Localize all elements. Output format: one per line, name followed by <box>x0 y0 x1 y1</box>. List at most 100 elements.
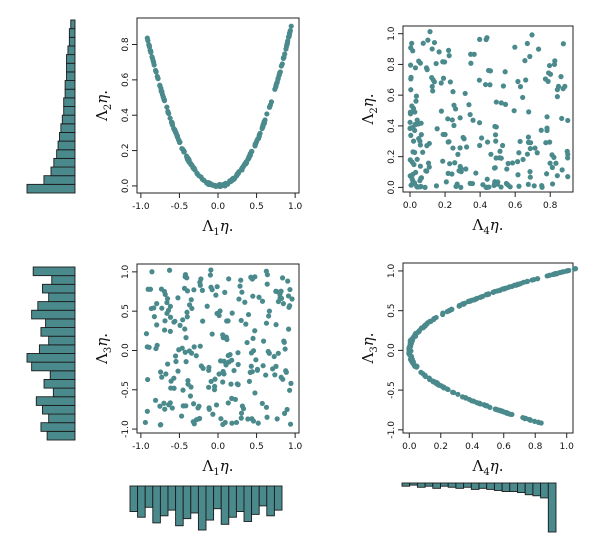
data-point <box>417 142 423 148</box>
data-point <box>204 179 210 186</box>
data-point <box>440 158 446 164</box>
data-point <box>278 288 284 294</box>
data-point <box>451 102 457 108</box>
data-point <box>416 135 422 142</box>
data-point <box>493 99 499 105</box>
data-point <box>160 94 166 100</box>
histogram-bar <box>37 301 76 311</box>
histogram-bar <box>61 114 76 125</box>
y-tick-label: 0.5 <box>121 304 131 318</box>
data-point <box>492 132 499 138</box>
data-point <box>174 133 180 139</box>
data-point <box>169 405 175 411</box>
histogram-bar <box>517 482 526 494</box>
histogram-bar <box>532 482 542 497</box>
x-tick-label: 0.2 <box>438 201 452 211</box>
data-point <box>229 395 235 401</box>
data-point <box>161 400 167 406</box>
x-tick-label: 0.2 <box>434 442 448 452</box>
data-point <box>520 94 526 101</box>
data-point <box>159 374 165 380</box>
data-point <box>144 408 150 414</box>
data-point <box>461 136 467 142</box>
data-point <box>563 268 569 274</box>
data-point <box>413 93 420 99</box>
data-point <box>484 176 490 182</box>
data-point <box>551 271 558 277</box>
data-point <box>249 276 255 282</box>
data-point <box>204 303 210 309</box>
data-point <box>406 352 413 358</box>
histogram-bar <box>66 62 76 73</box>
histogram-bar <box>38 344 76 354</box>
data-point <box>238 317 244 324</box>
data-point <box>560 41 566 47</box>
data-point <box>507 184 513 190</box>
data-point <box>470 117 476 123</box>
histogram-bar <box>432 482 441 489</box>
x-tick-label: 0.4 <box>473 201 488 211</box>
data-point <box>167 400 173 406</box>
data-point <box>185 377 191 384</box>
histogram-bar <box>540 482 549 499</box>
data-point <box>211 387 218 393</box>
data-point <box>511 108 517 114</box>
data-point <box>210 411 216 417</box>
histogram-bar <box>45 318 76 328</box>
data-point <box>446 53 452 59</box>
x-tick-label: -1.0 <box>132 202 150 212</box>
data-point <box>213 402 220 408</box>
data-point <box>184 314 190 320</box>
y-axis-label: Λ2η. <box>93 90 114 122</box>
data-point <box>249 369 255 375</box>
data-point <box>184 155 190 161</box>
data-point <box>266 104 273 110</box>
data-point <box>281 410 288 416</box>
data-point <box>242 299 248 305</box>
histogram-bar <box>455 482 465 489</box>
data-point <box>445 116 451 122</box>
data-point <box>410 171 416 177</box>
data-point <box>484 292 490 298</box>
histogram-bar <box>48 335 76 346</box>
data-point <box>208 267 214 273</box>
data-point <box>549 164 555 171</box>
data-point <box>547 139 553 145</box>
histogram-bar <box>144 485 154 508</box>
data-point <box>161 288 168 295</box>
data-point <box>467 298 473 304</box>
data-point <box>154 322 160 328</box>
data-point <box>523 77 529 83</box>
data-point <box>250 293 256 299</box>
data-point <box>420 40 426 46</box>
histogram-bar <box>167 485 177 511</box>
data-point <box>449 117 455 123</box>
histogram-bar <box>35 396 76 406</box>
data-point <box>425 37 431 43</box>
data-point <box>275 350 281 356</box>
data-point <box>264 414 270 420</box>
data-point <box>260 122 266 128</box>
plot-frame <box>402 25 574 193</box>
data-point <box>531 276 537 283</box>
data-point <box>254 366 261 372</box>
x-axis-label: Λ4η. <box>472 216 504 237</box>
data-point <box>287 387 293 393</box>
data-point <box>477 142 483 149</box>
data-point <box>488 151 494 157</box>
data-point <box>466 102 472 108</box>
data-point <box>412 363 418 369</box>
data-point <box>407 157 413 163</box>
histogram-bar <box>213 485 222 510</box>
data-point <box>280 376 286 382</box>
y-tick-label: 1.0 <box>387 26 397 41</box>
y-tick-label: -0.5 <box>121 381 131 399</box>
data-point <box>176 347 182 353</box>
data-point <box>190 165 196 171</box>
data-point <box>527 174 533 180</box>
data-point <box>207 272 214 278</box>
data-point <box>503 410 509 416</box>
data-point <box>477 36 483 42</box>
x-tick-label: -1.0 <box>132 442 150 452</box>
